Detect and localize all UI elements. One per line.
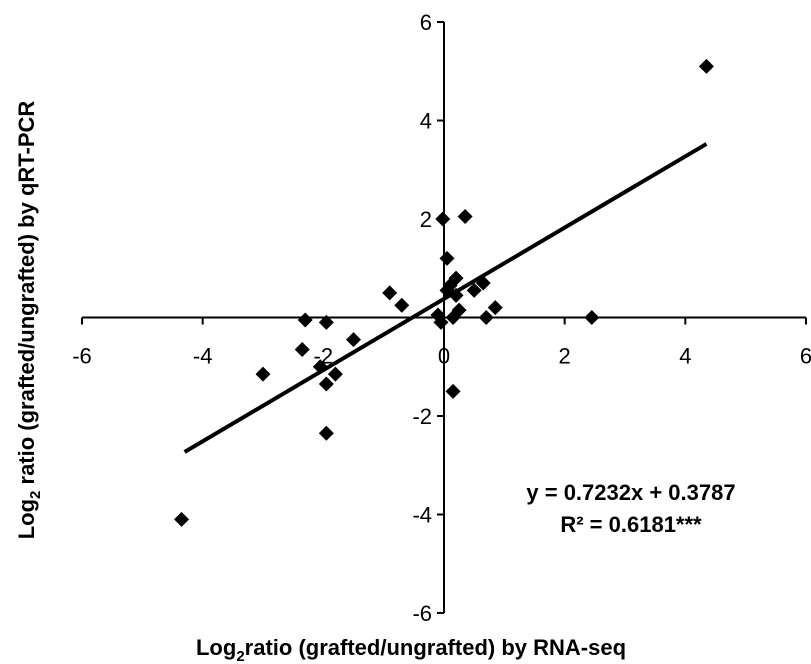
x-tick-label: 6: [800, 344, 811, 369]
data-point: [382, 285, 398, 301]
data-point: [318, 376, 334, 392]
data-point: [327, 366, 343, 382]
data-point: [584, 310, 600, 325]
y-axis-title-sub: 2: [27, 491, 44, 499]
r-squared-annotation: R² = 0.6181***: [560, 512, 702, 537]
y-axis-title-prefix: Log: [14, 499, 39, 539]
data-point: [312, 359, 328, 375]
data-point: [487, 300, 503, 316]
data-point: [445, 383, 461, 399]
data-point: [457, 209, 473, 225]
data-point: [448, 287, 464, 303]
x-tick-label: 2: [559, 344, 571, 369]
trendline: [183, 142, 708, 454]
x-axis-title-suffix: ratio (grafted/ungrafted) by RNA-seq: [245, 635, 626, 660]
data-point: [318, 314, 334, 330]
y-tick-label: 2: [420, 207, 432, 232]
data-point: [698, 58, 714, 74]
y-tick-label: 4: [420, 109, 432, 134]
data-point: [346, 332, 361, 348]
data-point: [439, 250, 455, 266]
y-tick-label: -4: [412, 503, 432, 528]
data-point: [466, 282, 482, 298]
x-tick-label: -6: [72, 344, 92, 369]
y-axis-title-suffix: ratio (grafted/ungrafted) by qRT-PCR: [14, 101, 39, 491]
data-point: [478, 310, 494, 325]
y-tick-label: -2: [412, 404, 432, 429]
y-axis-title: Log2 ratio (grafted/ungrafted) by qRT-PC…: [14, 101, 44, 540]
y-tick-label: -6: [412, 601, 432, 626]
y-tick-label: 6: [420, 10, 432, 35]
x-tick-label: -4: [193, 344, 213, 369]
data-point: [318, 425, 334, 441]
data-point: [448, 270, 464, 286]
data-point: [394, 297, 410, 313]
data-point: [475, 275, 491, 291]
data-point: [255, 366, 271, 382]
x-axis-title-sub: 2: [236, 648, 244, 664]
data-point: [174, 511, 190, 527]
data-points: [174, 58, 714, 527]
data-point: [294, 342, 310, 358]
data-point: [435, 211, 451, 227]
data-point: [451, 302, 467, 318]
data-point: [433, 314, 449, 330]
data-point: [297, 312, 313, 328]
x-tick-label: 0: [438, 344, 450, 369]
x-tick-label: 4: [679, 344, 691, 369]
x-axis-title-prefix: Log: [196, 635, 236, 660]
x-axis-title: Log2ratio (grafted/ungrafted) by RNA-seq: [196, 635, 626, 664]
regression-equation: y = 0.7232x + 0.3787: [526, 480, 735, 505]
